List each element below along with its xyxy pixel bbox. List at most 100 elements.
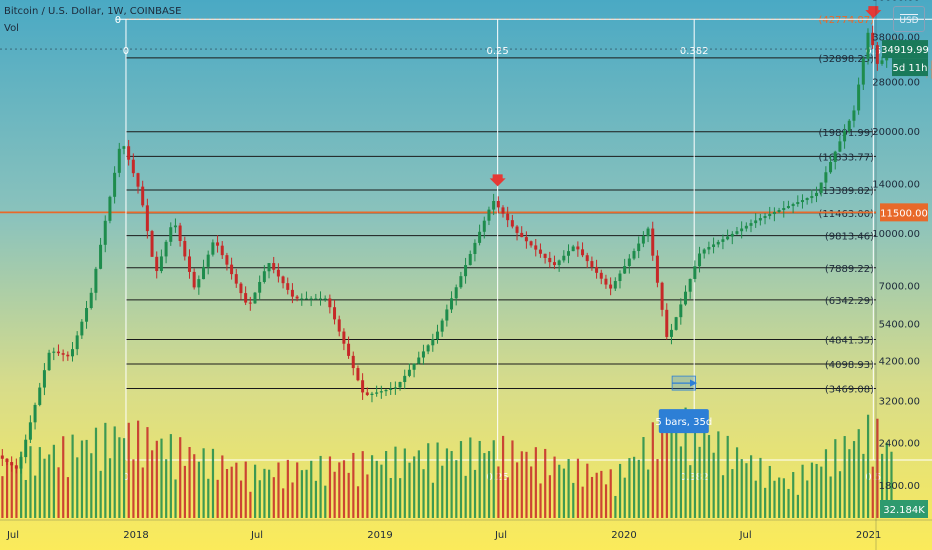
volume-bar (764, 487, 767, 518)
time-tick-label: 2018 (123, 530, 148, 541)
candle-body (440, 320, 444, 332)
fib-level-label: (42774.87) (818, 15, 874, 26)
candle-body (567, 251, 571, 256)
volume-bar (225, 469, 229, 518)
candle-body (482, 220, 486, 232)
candle-body (328, 298, 332, 308)
volume-bar (871, 466, 874, 518)
support-price-tag[interactable] (880, 203, 928, 222)
volume-bar (838, 471, 842, 518)
candle-body (595, 266, 599, 273)
volume-bar (427, 443, 430, 518)
volume-bar (221, 455, 224, 518)
volume-bar (501, 435, 505, 518)
candle-body (412, 363, 416, 370)
volume-bar (146, 427, 149, 518)
candle-body (150, 231, 154, 257)
volume-bar (614, 495, 617, 518)
candle-body (89, 292, 93, 308)
candle-body (370, 393, 374, 395)
price-tick-label: 4200.00 (879, 356, 920, 367)
candle-body (131, 159, 135, 174)
volume-bar (843, 436, 846, 518)
volume-bar (66, 477, 70, 518)
candle-body (244, 293, 248, 303)
volume-bar (151, 450, 154, 518)
volume-bar (511, 440, 514, 518)
candle-body (276, 269, 280, 277)
volume-bar (43, 458, 46, 518)
candle-body (421, 351, 425, 358)
volume-bar (553, 456, 556, 518)
volume-bar (684, 407, 687, 518)
candle-body (740, 228, 744, 232)
volume-bar (99, 470, 102, 518)
candle-body (609, 284, 613, 289)
volume-bar (216, 479, 219, 518)
candle-body (637, 243, 641, 252)
price-tick-label: 10000.00 (872, 229, 920, 240)
candle-body (347, 343, 351, 356)
candle-body (351, 355, 355, 369)
volume-bar (90, 453, 93, 518)
volume-bar (862, 453, 865, 518)
candle-body (510, 220, 514, 227)
candle-body (281, 276, 285, 284)
fib-time-zones: 000.250.250.3820.3820.50.50.6180.6180.75… (115, 15, 932, 483)
candle-body (557, 260, 561, 266)
candle-body (501, 207, 505, 214)
candle-body (141, 186, 145, 206)
volume-bar (876, 418, 879, 518)
fib-levels: (62389.31)(42774.87)(32898.23)(19891.99)… (125, 15, 876, 396)
volume-bar (665, 429, 668, 518)
candle-body (393, 387, 397, 389)
candle-body (585, 255, 589, 262)
fib-time-label: 0.382 (680, 46, 709, 57)
volume-bar (656, 459, 659, 518)
volume-bar (258, 480, 261, 518)
price-tick-label: 50000.00 (872, 0, 920, 3)
candle-body (300, 298, 304, 300)
candle-body (665, 309, 669, 337)
candle-body (529, 241, 533, 246)
fib-time-label: 0.25 (487, 46, 509, 57)
volume-bar (370, 455, 374, 518)
candle-body (492, 201, 496, 210)
candle-body (758, 218, 762, 221)
volume-bar (661, 416, 664, 518)
last-price-tag[interactable] (882, 40, 928, 59)
volume-bar (314, 480, 318, 518)
candle-body (829, 161, 833, 173)
volume-bar (160, 438, 163, 518)
volume-bar (707, 435, 711, 518)
volume-bar (824, 449, 828, 518)
candle-body (833, 151, 837, 162)
volume-bar (132, 459, 135, 518)
candle-body (47, 352, 51, 371)
volume-bar (179, 437, 182, 518)
volume-bar (806, 480, 809, 518)
volume-bar (342, 460, 346, 518)
volume-bar (324, 485, 327, 518)
candle-body (435, 331, 439, 340)
price-tick-label: 1800.00 (879, 481, 920, 492)
candle-body (763, 216, 767, 219)
ghost-candle (929, 69, 932, 71)
volume-bar (1, 476, 4, 518)
fib-time-bottom-label: 0 (123, 472, 129, 483)
volume-bar (431, 482, 435, 518)
currency-button[interactable]: USD (893, 6, 925, 32)
volume-bar (497, 466, 500, 518)
volume-bar (792, 472, 795, 518)
volume-bar (244, 461, 247, 518)
volume-bar (815, 463, 818, 518)
volume-bar (745, 463, 748, 518)
candle-body (669, 329, 673, 337)
candle-body (66, 354, 70, 357)
volume-bars (1, 407, 893, 518)
volume-bar (637, 459, 640, 518)
candle-body (61, 353, 65, 355)
candle-body (515, 226, 519, 233)
